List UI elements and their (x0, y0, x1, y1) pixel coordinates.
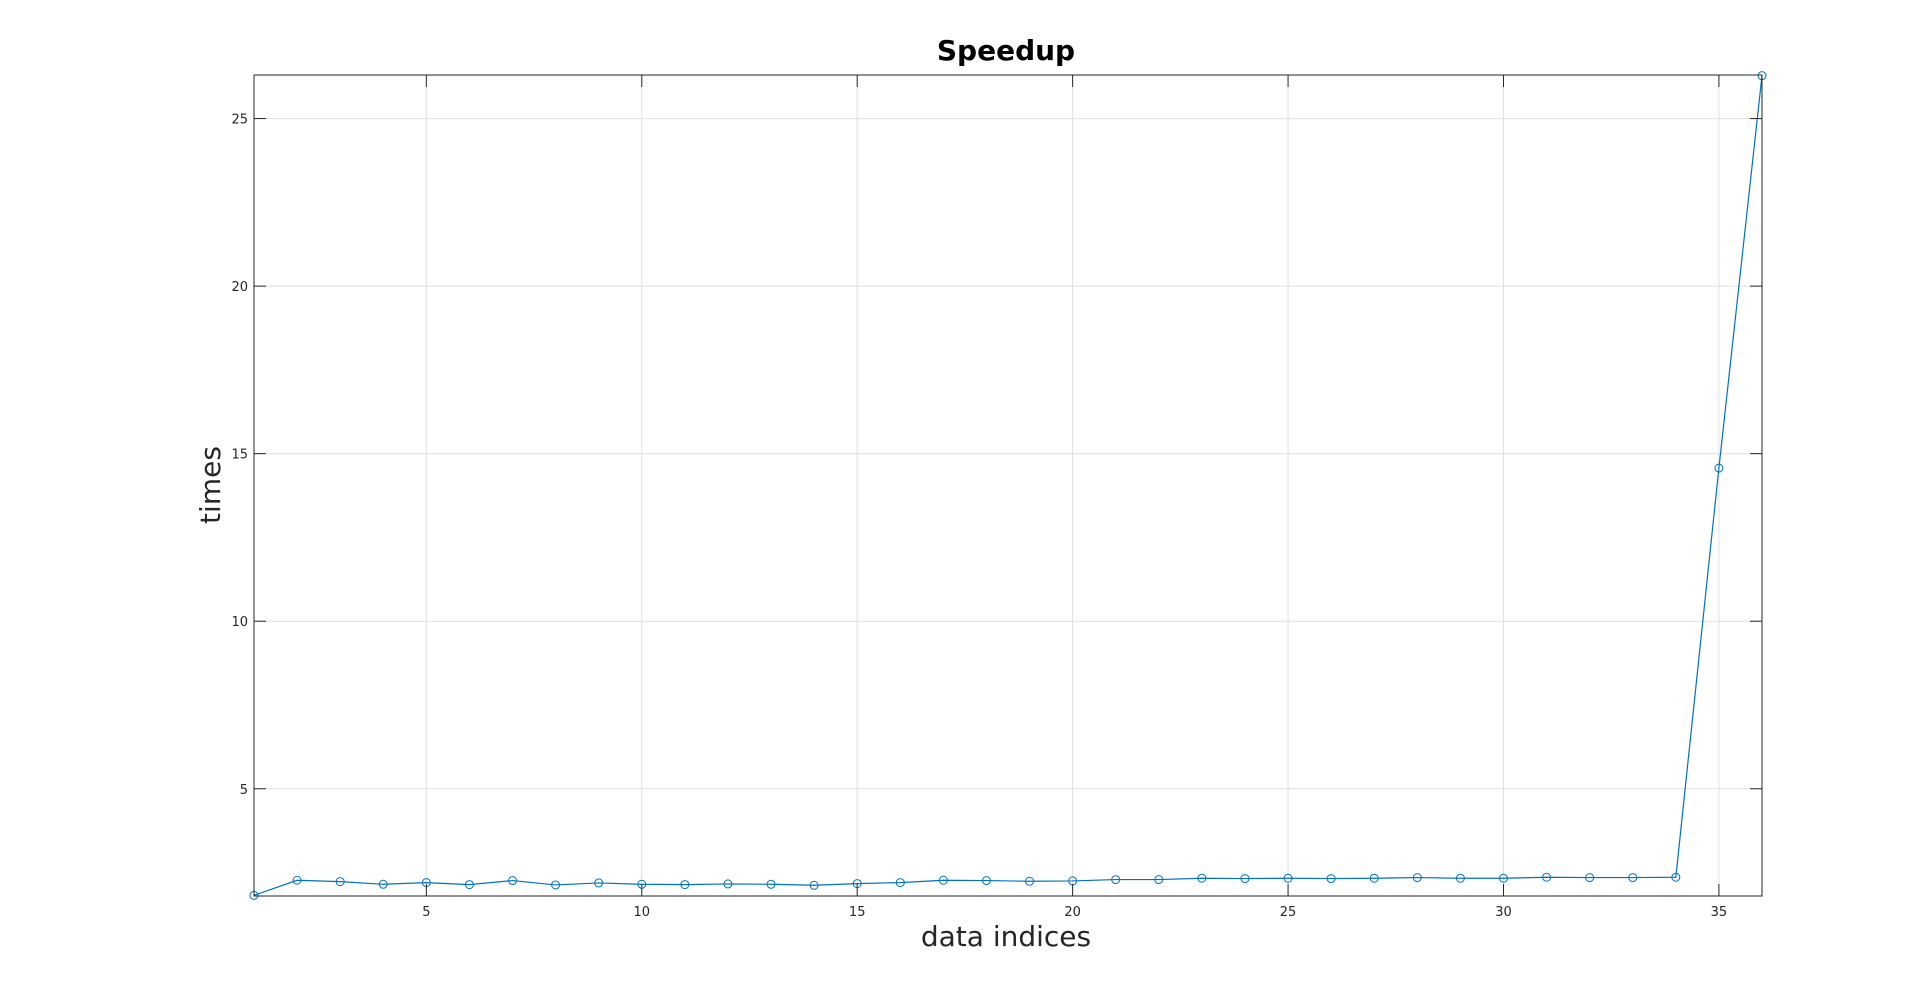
data-point (1498, 873, 1508, 883)
data-point (1671, 872, 1681, 882)
data-point (723, 879, 733, 889)
data-point (1326, 874, 1336, 884)
series-line (253, 75, 1763, 896)
data-point (551, 880, 561, 890)
y-tick-label: 10 (231, 615, 248, 630)
data-point (1111, 875, 1121, 885)
data-point (1714, 463, 1724, 473)
data-point (1412, 873, 1422, 883)
x-tick-label: 35 (1711, 905, 1728, 920)
data-point (594, 878, 604, 888)
x-tick-label: 25 (1280, 905, 1297, 920)
data-point (766, 879, 776, 889)
data-point (464, 880, 474, 890)
data-point (508, 876, 518, 886)
data-point (1542, 872, 1552, 882)
data-point (378, 879, 388, 889)
data-point (1154, 875, 1164, 885)
data-series (249, 71, 1767, 900)
data-point (1585, 873, 1595, 883)
y-axis-label: times (194, 446, 227, 524)
x-tick-label: 15 (849, 905, 866, 920)
x-tick-label: 20 (1064, 905, 1081, 920)
data-point (1197, 873, 1207, 883)
plot-frame (253, 74, 1763, 897)
y-tick-label: 20 (231, 280, 248, 295)
chart-title: Speedup (937, 34, 1075, 67)
x-tick-label: 5 (422, 905, 430, 920)
data-point (895, 878, 905, 888)
data-point (680, 880, 690, 890)
data-point (809, 880, 819, 890)
data-point (292, 875, 302, 885)
data-point (1455, 873, 1465, 883)
x-axis-label: data indices (921, 920, 1091, 953)
axes-box (253, 74, 1763, 897)
data-point (1369, 873, 1379, 883)
data-point (1628, 873, 1638, 883)
x-tick-label: 30 (1495, 905, 1512, 920)
data-point (981, 876, 991, 886)
axis-ticks: 5 10 15 20 25 30 35 5 10 15 20 25 (231, 75, 1762, 920)
data-point (1240, 874, 1250, 884)
data-point (1025, 876, 1035, 886)
y-tick-label: 15 (231, 448, 248, 463)
data-point (938, 875, 948, 885)
data-point (1283, 873, 1293, 883)
y-tick-label: 5 (240, 783, 248, 798)
y-tick-label: 25 (231, 113, 248, 128)
data-point (335, 877, 345, 887)
grid-lines (254, 75, 1762, 896)
x-tick-label: 10 (633, 905, 650, 920)
